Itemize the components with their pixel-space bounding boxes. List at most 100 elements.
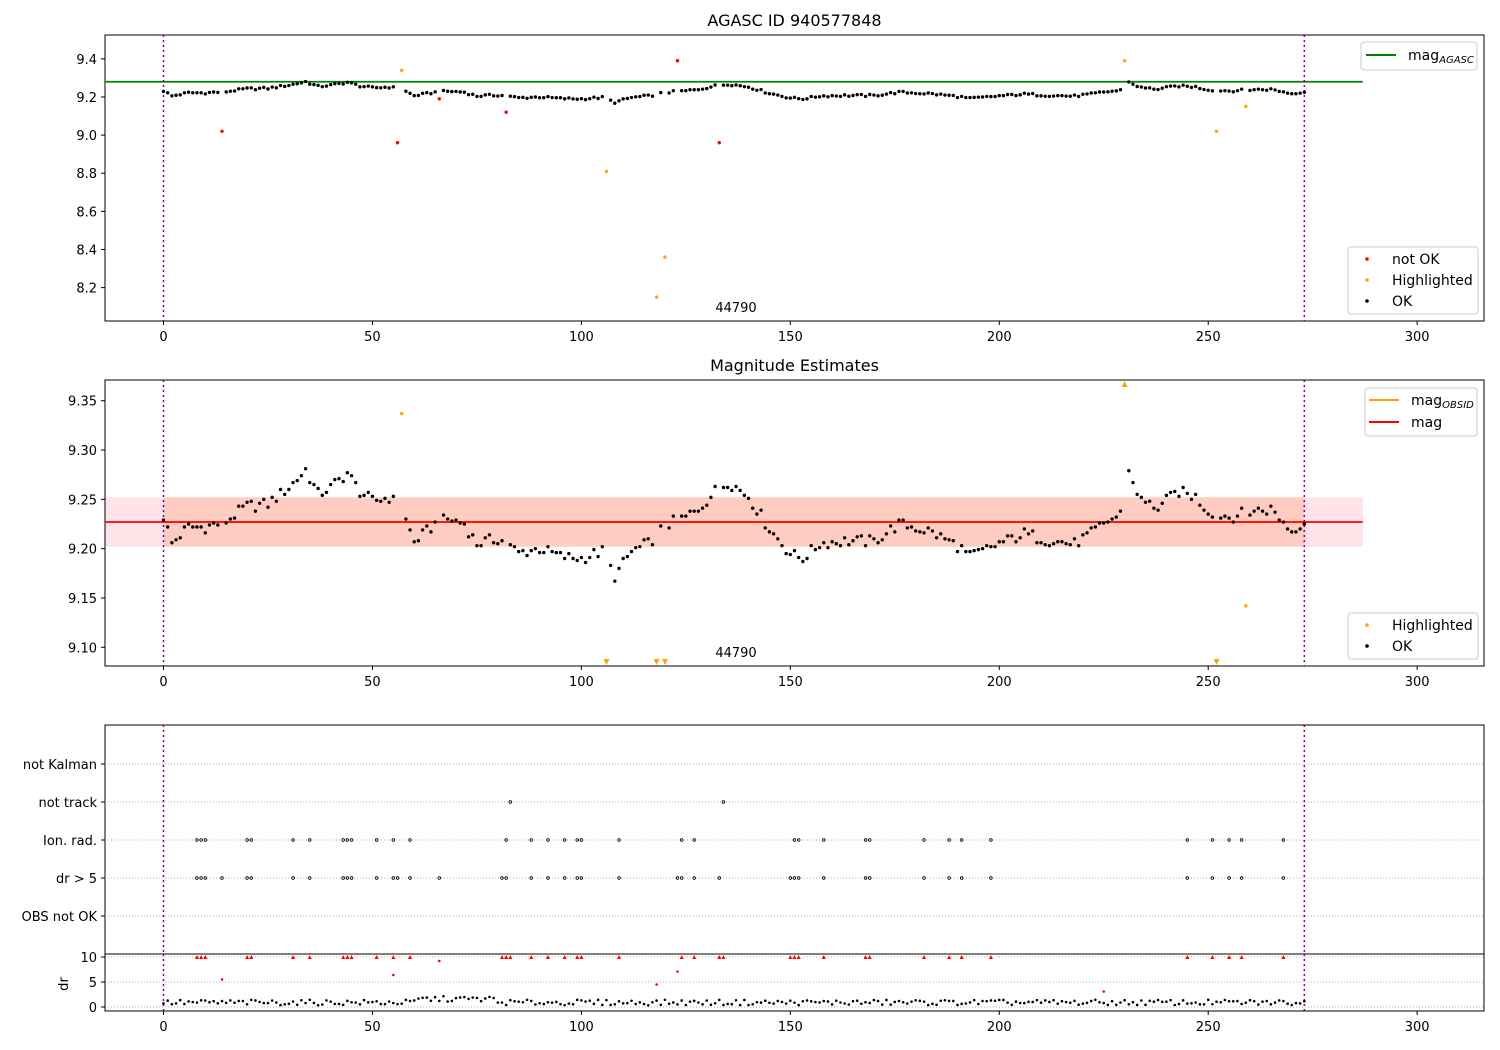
dr-ok-point [1257, 1003, 1260, 1006]
dr-ok-point [951, 999, 955, 1003]
top-ok-point [186, 90, 191, 94]
dr-limit-marker [1185, 955, 1190, 959]
top-ok-point [838, 94, 843, 99]
dr-ok-point [212, 999, 215, 1003]
mid-ok-point [1210, 515, 1215, 519]
top-ok-point [638, 94, 642, 99]
top-ok-point [170, 94, 174, 98]
dr-ok-point [977, 1002, 980, 1006]
top-ok-point [1135, 84, 1139, 89]
dr-limit-marker [721, 955, 726, 959]
top-ok-point [249, 86, 253, 90]
dr-ok-point [651, 1001, 654, 1004]
mid-ok-point [976, 547, 981, 552]
ion-rad-marker [1185, 838, 1190, 842]
dr-ok-point [1114, 1003, 1118, 1007]
mid-ok-point [847, 542, 851, 547]
dr-ok-point [425, 996, 429, 999]
top-ok-point [939, 92, 943, 96]
top-ok-point [232, 89, 237, 93]
dr-ok-point [178, 998, 182, 1002]
mid-ok-point [659, 524, 663, 528]
mid-ok-point [170, 541, 174, 545]
top-chart-title: AGASC ID 940577848 [707, 11, 881, 30]
mid-ok-point [370, 494, 375, 499]
dr-ok-point [759, 1001, 763, 1004]
top-ok-point [391, 85, 396, 89]
mid-ok-point [529, 548, 533, 553]
mid-ok-point [838, 543, 843, 548]
top-ok-point [709, 85, 713, 89]
mid-ok-point [1256, 506, 1261, 510]
mid-ok-point [291, 480, 295, 485]
top-ok-point [450, 89, 454, 94]
mid-ok-point [224, 521, 228, 525]
mid-ok-point [308, 480, 312, 485]
ion-rad-marker [1210, 838, 1215, 842]
not-track-marker [721, 800, 726, 804]
top-not-ok-point [675, 59, 680, 63]
mid-ok-point [374, 498, 379, 503]
dr-ok-point [287, 1002, 291, 1006]
ion-rad-marker [341, 838, 345, 842]
top-ok-point [211, 90, 216, 94]
mid-ok-point [1269, 504, 1273, 508]
mid-ok-point [1152, 506, 1156, 510]
flag-row-label: OBS not OK [22, 910, 98, 925]
dr-ok-point [960, 1002, 963, 1006]
mid-ok-point [1294, 530, 1298, 534]
dr-gt-5-marker [692, 876, 696, 880]
mid-ok-point [755, 512, 759, 516]
mid-ok-point [479, 543, 483, 548]
mid-ok-point [575, 558, 579, 563]
dr-ok-point [270, 999, 274, 1002]
dr-ok-point [600, 1003, 604, 1007]
top-ok-point [379, 86, 383, 90]
top-ok-point [1164, 84, 1169, 89]
top-ok-point [659, 90, 663, 95]
mid-ok-point [705, 503, 709, 507]
top-ok-point [600, 94, 604, 99]
dr-ok-point [216, 1002, 220, 1005]
dr-ok-point [1002, 998, 1005, 1002]
mid-ok-point [186, 522, 191, 526]
top-ok-point [554, 96, 559, 100]
top-ok-point [1085, 92, 1089, 96]
dr-ok-point [1006, 1001, 1009, 1004]
mid-ok-point [1076, 543, 1081, 548]
top-ok-point [901, 89, 905, 94]
dr-ok-point [1177, 1002, 1181, 1006]
mid-ok-point [550, 549, 554, 554]
ion-rad-marker [575, 838, 579, 842]
mid-ok-point [863, 543, 868, 548]
dr-ok-point [1261, 1000, 1264, 1003]
top-ok-point [872, 93, 876, 97]
mid-ok-point [408, 528, 412, 532]
dr-gt-5-marker [679, 876, 684, 880]
mid-ok-point [980, 546, 985, 551]
top-ok-point [847, 94, 851, 98]
mid-ok-point [972, 548, 976, 553]
dr-ok-point [646, 1003, 650, 1007]
mid-ok-point [1290, 530, 1294, 534]
top-ok-point [429, 92, 433, 96]
mid-ok-point [1219, 516, 1223, 520]
dr-ok-point [170, 1002, 174, 1006]
dr-ok-point [1073, 999, 1076, 1003]
mid-ok-point [763, 526, 767, 530]
dr-ok-point [592, 1002, 596, 1006]
top-ok-point [341, 82, 345, 86]
dr-limit-marker [821, 955, 826, 959]
top-ok-point [968, 95, 972, 100]
mid-ok-point [1298, 527, 1302, 531]
dr-ok-point [726, 1002, 729, 1006]
dr-flagged-point [1102, 990, 1106, 993]
dr-ok-point [843, 1002, 846, 1005]
dr-limit-marker [545, 955, 550, 959]
top-ok-point [445, 89, 450, 93]
top-ok-point [508, 94, 513, 98]
top-ok-point [567, 96, 571, 100]
dr-ok-point [283, 1003, 286, 1006]
mid-ok-point [1127, 469, 1131, 473]
top-highlighted-point [663, 255, 667, 259]
